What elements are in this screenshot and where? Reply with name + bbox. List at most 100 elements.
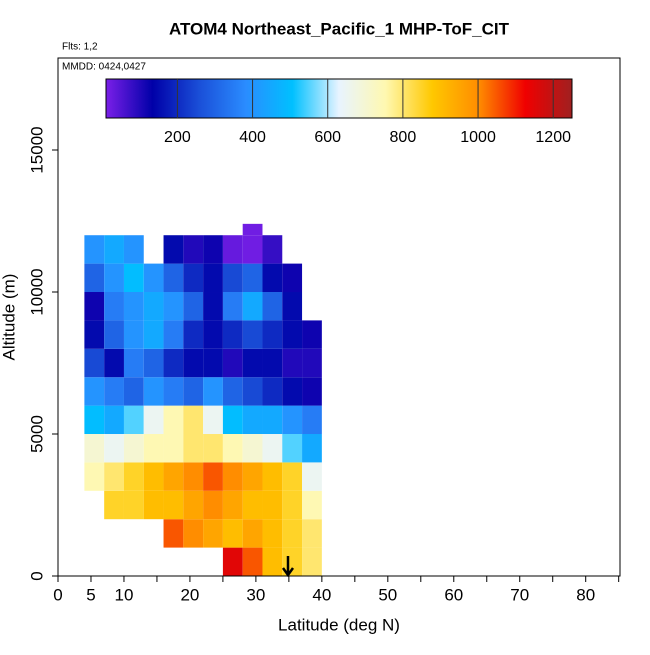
heat-cell xyxy=(262,320,283,349)
heat-cell xyxy=(183,519,204,548)
heat-cell xyxy=(123,348,144,378)
heat-cell xyxy=(203,462,223,491)
heat-cell xyxy=(84,405,105,435)
heat-cell xyxy=(163,263,184,293)
heat-cell xyxy=(262,462,283,491)
heat-cell xyxy=(203,519,223,548)
heat-cell xyxy=(183,292,204,321)
heat-cell xyxy=(104,235,124,264)
heat-cell xyxy=(262,519,283,548)
heat-cell xyxy=(123,320,144,349)
heat-cell xyxy=(302,519,322,548)
heat-cell xyxy=(262,377,283,406)
heat-cell xyxy=(163,348,184,378)
heat-cell xyxy=(203,377,223,406)
heat-cell xyxy=(104,292,124,321)
x-tick-label: 80 xyxy=(576,585,595,604)
heat-cell xyxy=(143,292,164,321)
x-tick-label: 60 xyxy=(444,585,463,604)
heat-cell xyxy=(84,263,105,293)
heat-cell xyxy=(203,490,223,520)
heat-cell xyxy=(104,263,124,293)
heat-cell xyxy=(222,519,243,548)
heat-cell xyxy=(242,519,263,548)
heat-cell xyxy=(123,490,144,520)
y-tick-label: 15000 xyxy=(27,126,46,173)
heat-cell xyxy=(242,223,263,236)
heat-cell xyxy=(222,320,243,349)
heat-cell xyxy=(222,547,243,576)
heat-cell xyxy=(242,320,263,349)
colorbar xyxy=(105,78,573,119)
heat-cell xyxy=(183,377,204,406)
heat-cell xyxy=(262,348,283,378)
heat-cell xyxy=(143,348,164,378)
heat-cell xyxy=(302,547,322,576)
x-axis-label: Latitude (deg N) xyxy=(278,615,400,634)
heat-cell xyxy=(163,490,184,520)
heat-cell xyxy=(143,490,164,520)
heat-cell xyxy=(262,263,283,293)
heat-cell xyxy=(183,434,204,463)
x-tick-label: 50 xyxy=(378,585,397,604)
heat-cell xyxy=(282,462,303,491)
heat-cell xyxy=(84,462,105,491)
heat-cell xyxy=(302,320,322,349)
heat-cell xyxy=(203,348,223,378)
colorbar-tick-label: 600 xyxy=(314,129,341,146)
heat-cell xyxy=(262,235,283,264)
heat-cell xyxy=(222,462,243,491)
heat-cell xyxy=(123,377,144,406)
heat-cell xyxy=(242,263,263,293)
x-tick-label: 5 xyxy=(86,585,95,604)
x-tick-label: 20 xyxy=(180,585,199,604)
heat-cell xyxy=(183,348,204,378)
heat-cell xyxy=(282,292,303,321)
heat-cell xyxy=(282,320,303,349)
heat-cell xyxy=(84,377,105,406)
heat-cell xyxy=(123,434,144,463)
heat-cell xyxy=(222,377,243,406)
y-tick-label: 0 xyxy=(27,571,46,580)
heat-cell xyxy=(302,434,322,463)
heat-cell xyxy=(262,547,283,576)
colorbar-tick-label: 800 xyxy=(390,129,417,146)
heat-cell xyxy=(143,263,164,293)
heat-cell xyxy=(123,405,144,435)
heat-cell xyxy=(203,405,223,435)
heat-cell xyxy=(302,462,322,491)
heat-cell xyxy=(282,377,303,406)
heat-cell xyxy=(222,434,243,463)
heat-cell xyxy=(183,263,204,293)
heat-cell xyxy=(222,263,243,293)
heat-cell xyxy=(163,292,184,321)
heat-cell xyxy=(104,434,124,463)
heat-cell xyxy=(262,292,283,321)
heat-cell xyxy=(183,462,204,491)
chart-title: ATOM4 Northeast_Pacific_1 MHP-ToF_CIT xyxy=(169,19,510,38)
location-arrow xyxy=(281,556,295,578)
heat-cell xyxy=(282,348,303,378)
colorbar-tick-label: 200 xyxy=(164,129,191,146)
heat-cell xyxy=(183,320,204,349)
heat-cell xyxy=(104,405,124,435)
heat-cell xyxy=(104,490,124,520)
heat-cell xyxy=(123,292,144,321)
heat-cell xyxy=(282,490,303,520)
heat-cell xyxy=(163,377,184,406)
heat-cell xyxy=(242,377,263,406)
heat-cell xyxy=(302,490,322,520)
heat-cell xyxy=(242,462,263,491)
colorbar-tick-label: 1200 xyxy=(535,129,571,146)
heat-cell xyxy=(163,405,184,435)
heat-cell xyxy=(104,377,124,406)
subtitle: Flts: 1,2 xyxy=(62,42,98,53)
heat-cell xyxy=(104,320,124,349)
heat-cell xyxy=(104,462,124,491)
heat-cell xyxy=(262,434,283,463)
heat-cell xyxy=(163,320,184,349)
heat-cell xyxy=(143,377,164,406)
heat-cell xyxy=(143,405,164,435)
heat-cell xyxy=(242,547,263,576)
